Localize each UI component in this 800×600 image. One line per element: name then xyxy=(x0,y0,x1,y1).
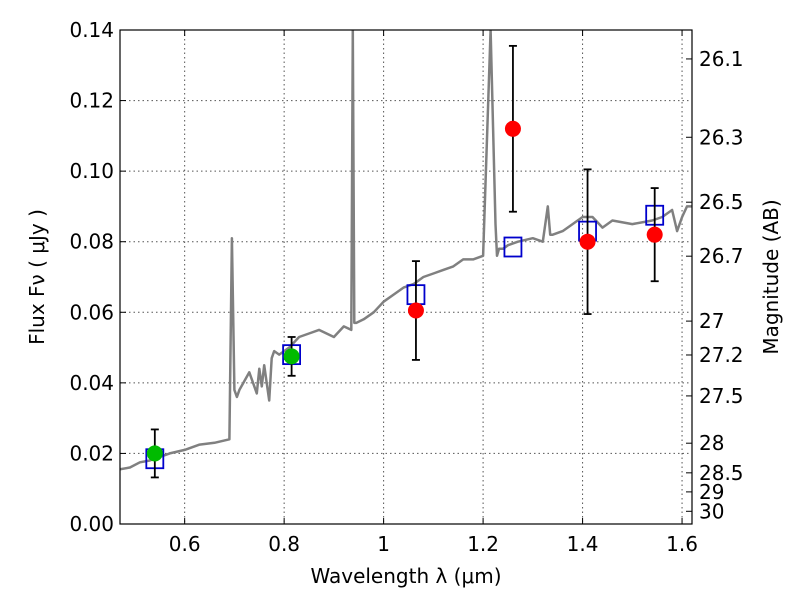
optical-point xyxy=(283,348,300,365)
right-tick-label: 26.3 xyxy=(699,125,744,149)
x-axis-label: Wavelength λ (μm) xyxy=(310,564,501,588)
infrared-point xyxy=(407,302,424,319)
model-square xyxy=(503,236,523,258)
infrared-point xyxy=(579,233,596,250)
right-tick-label: 28.5 xyxy=(699,461,744,485)
x-tick-label: 0.8 xyxy=(268,532,300,556)
plot-frame xyxy=(119,29,693,525)
right-tick-label: 26.5 xyxy=(699,190,744,214)
spectrum-line xyxy=(120,30,692,471)
infrared-point xyxy=(504,120,521,137)
x-tick-label: 1.6 xyxy=(666,532,698,556)
y-axis-label: Flux Fν ( μJy ) xyxy=(25,209,49,345)
y-tick-label: 0.08 xyxy=(69,230,114,254)
infrared-point xyxy=(646,226,663,243)
y-tick-label: 0.10 xyxy=(69,159,114,183)
plot-data xyxy=(120,30,692,479)
right-tick-label: 26.1 xyxy=(699,47,744,71)
y-tick-label: 0.06 xyxy=(69,300,114,324)
right-axis-label: Magnitude (AB) xyxy=(759,199,783,354)
y-tick-label: 0.04 xyxy=(69,371,114,395)
x-tick-label: 1.4 xyxy=(567,532,599,556)
optical-point xyxy=(146,445,163,462)
right-tick-label: 30 xyxy=(699,499,724,523)
right-tick-label: 29 xyxy=(699,480,724,504)
right-tick-label: 26.7 xyxy=(699,244,744,268)
x-tick-label: 1.2 xyxy=(467,532,499,556)
right-tick-label: 27 xyxy=(699,309,724,333)
right-tick-label: 27.2 xyxy=(699,343,744,367)
x-tick-label: 1 xyxy=(377,532,390,556)
y-tick-label: 0.00 xyxy=(69,512,114,536)
right-tick-label: 28 xyxy=(699,431,724,455)
axis-ticks: 0.6 0.8 1 1.2 1.4 1.6 0.00 0.02 0.04 0.06 0.08 0.10… xyxy=(69,18,743,556)
right-tick-label: 27.5 xyxy=(699,384,744,408)
grid-lines xyxy=(120,29,692,525)
y-tick-label: 0.14 xyxy=(69,18,114,42)
y-tick-label: 0.12 xyxy=(69,89,114,113)
x-tick-label: 0.6 xyxy=(169,532,201,556)
y-tick-label: 0.02 xyxy=(69,441,114,465)
